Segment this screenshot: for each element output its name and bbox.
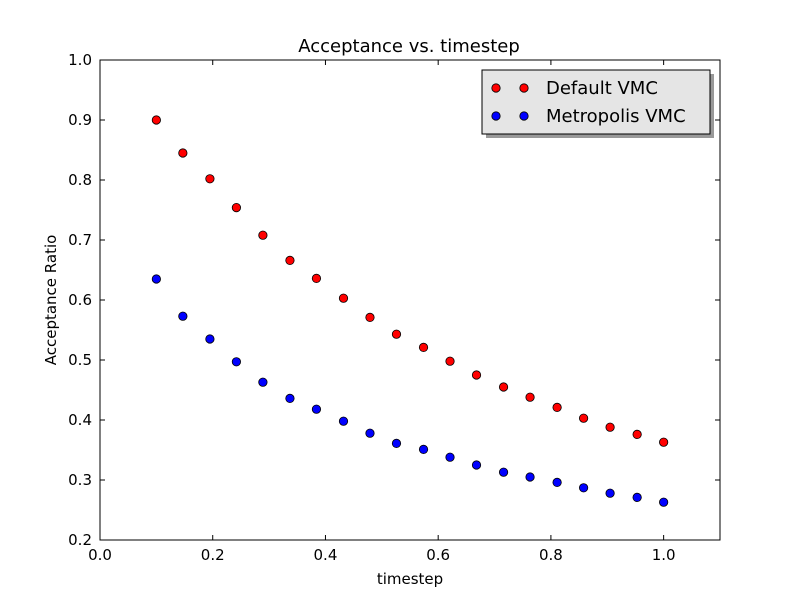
data-point (498, 382, 509, 392)
data-point (285, 393, 295, 403)
legend-marker (491, 83, 501, 93)
data-point (552, 477, 562, 487)
y-tick-label: 0.2 (68, 531, 92, 549)
data-point (258, 230, 268, 240)
data-point (552, 402, 562, 412)
data-point (258, 377, 268, 387)
data-point (659, 437, 669, 447)
data-point (605, 488, 615, 498)
data-point (418, 342, 429, 352)
chart-title: Acceptance vs. timestep (298, 36, 520, 57)
data-point (178, 311, 188, 321)
x-tick-label: 0.2 (201, 546, 225, 564)
plot-area (100, 60, 720, 540)
data-point (285, 255, 295, 265)
data-point (578, 483, 589, 493)
data-point (231, 203, 241, 213)
axis-ticks (99, 59, 720, 541)
data-point (659, 497, 669, 507)
data-point (605, 422, 615, 432)
y-tick-label: 0.6 (68, 291, 92, 309)
legend-label: Default VMC (546, 78, 658, 99)
data-point (151, 274, 161, 284)
series-1 (151, 274, 669, 507)
y-tick-label: 0.5 (68, 351, 92, 369)
y-axis-label: Acceptance Ratio (42, 235, 60, 366)
data-point (338, 416, 349, 426)
data-point (418, 444, 429, 454)
data-point (391, 438, 402, 448)
data-point (525, 472, 535, 482)
data-point (311, 273, 322, 283)
legend-marker (519, 83, 529, 93)
data-point (205, 174, 215, 184)
data-point (151, 115, 161, 125)
y-tick-label: 0.4 (68, 411, 92, 429)
legend-box (481, 69, 711, 135)
x-tick-label: 0.6 (426, 546, 450, 564)
y-tick-label: 0.7 (68, 231, 92, 249)
plot-frame (99, 59, 721, 541)
tick-labels: 0.0 0.2 0.4 0.6 0.8 1.00.20.30.40.50.60.70.80… (68, 51, 675, 564)
data-point (445, 452, 455, 462)
data-point (311, 404, 322, 414)
data-point (471, 460, 482, 470)
y-tick-label: 0.3 (68, 471, 92, 489)
x-tick-label: 0.0 (88, 546, 112, 564)
data-point (391, 329, 402, 339)
data-point (365, 428, 375, 438)
data-point (471, 370, 482, 380)
legend-label: Metropolis VMC (546, 106, 686, 127)
legend: Default VMC Metropolis VMC (481, 69, 714, 138)
legend-marker (491, 111, 501, 121)
data-point (231, 357, 241, 367)
data-point (178, 148, 188, 158)
y-tick-label: 1.0 (68, 51, 92, 69)
x-axis-label: timestep (377, 570, 443, 588)
data-point (365, 312, 375, 322)
data-point (498, 467, 509, 477)
data-points (151, 115, 669, 507)
data-point (525, 392, 535, 402)
x-tick-label: 0.8 (539, 546, 563, 564)
y-tick-label: 0.8 (68, 171, 92, 189)
data-point (338, 293, 349, 303)
x-tick-label: 0.4 (314, 546, 338, 564)
data-point (205, 334, 215, 344)
data-point (578, 413, 589, 423)
series-0 (151, 115, 669, 447)
data-point (632, 429, 642, 439)
y-tick-label: 0.9 (68, 111, 92, 129)
legend-marker (519, 111, 529, 121)
x-tick-label: 1.0 (652, 546, 676, 564)
data-point (445, 356, 455, 366)
data-point (632, 492, 642, 502)
